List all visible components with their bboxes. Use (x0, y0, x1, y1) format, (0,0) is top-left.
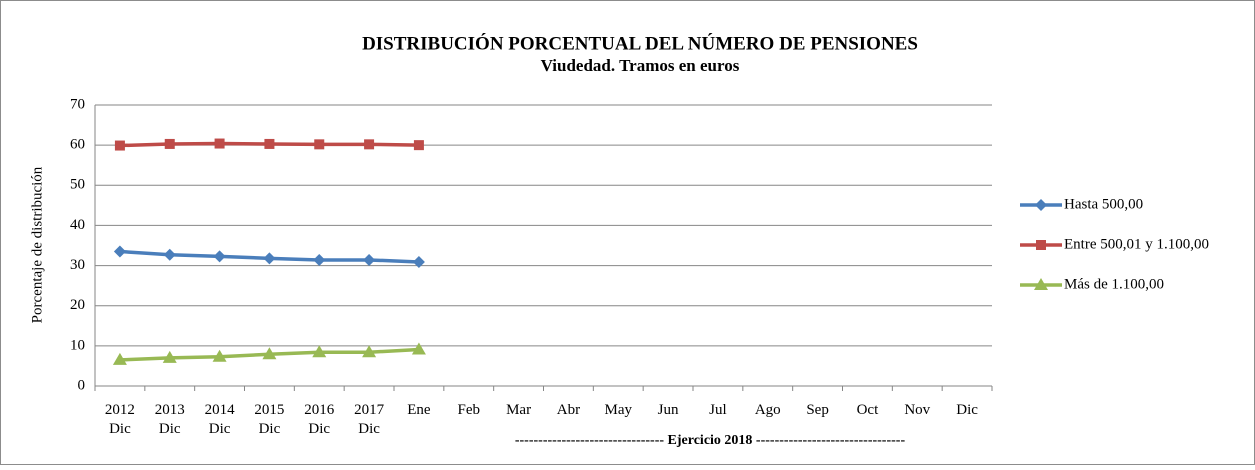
y-tick-label: 20 (70, 297, 85, 313)
data-point (163, 248, 176, 261)
data-point (363, 253, 376, 266)
data-point (362, 345, 377, 358)
y-tick-label: 70 (70, 96, 85, 112)
y-axis-title: Porcentaje de distribución (29, 166, 45, 323)
data-point (213, 250, 226, 263)
data-point (112, 352, 127, 365)
x-tick-label: 2015 Dic (254, 402, 284, 437)
data-point (312, 345, 327, 358)
chart-subtitle: Viudedad. Tramos en euros (541, 56, 740, 75)
y-tick-label: 60 (70, 137, 85, 153)
y-tick-label: 50 (70, 177, 85, 193)
legend-label: Hasta 500,00 (1064, 196, 1143, 212)
data-point (214, 138, 225, 149)
x-tick-label: 2016 Dic (304, 402, 335, 437)
x-tick-label: Jun (658, 402, 679, 418)
y-tick-label: 30 (70, 257, 85, 273)
x-tick-label: Ene (407, 402, 431, 418)
x-tick-label: Jul (709, 402, 727, 418)
x-tick-label: May (605, 402, 633, 418)
y-tick-label: 10 (70, 337, 85, 353)
legend-marker (1035, 199, 1047, 211)
data-point (411, 342, 426, 355)
x-tick-label: 2014 Dic (205, 402, 236, 437)
data-point (413, 140, 424, 151)
legend-marker (1036, 240, 1046, 250)
y-tick-label: 40 (70, 217, 85, 233)
data-point (364, 139, 375, 150)
data-point (114, 140, 125, 151)
x-tick-label: 2012 Dic (105, 402, 135, 437)
annotation: -------------------------------- Ejercic… (515, 433, 906, 448)
x-tick-label: Ago (755, 402, 781, 418)
data-point (314, 139, 325, 150)
x-tick-label: Feb (458, 402, 481, 418)
data-point (263, 252, 276, 265)
x-tick-label: Oct (857, 402, 879, 418)
legend-label: Entre 500,01 y 1.100,00 (1064, 236, 1209, 252)
x-tick-label: Nov (904, 402, 930, 418)
x-tick-label: Mar (506, 402, 531, 418)
data-point (262, 347, 277, 360)
data-point (162, 350, 177, 363)
x-tick-label: Dic (956, 402, 978, 418)
chart-title: DISTRIBUCIÓN PORCENTUAL DEL NÚMERO DE PE… (362, 32, 918, 54)
legend-marker (1034, 278, 1048, 290)
data-point (113, 245, 126, 258)
data-point (313, 253, 326, 266)
y-tick-label: 0 (78, 377, 86, 393)
data-point (212, 349, 227, 362)
legend-label: Más de 1.100,00 (1064, 276, 1164, 292)
x-tick-label: Sep (806, 402, 829, 418)
x-tick-label: 2017 Dic (354, 402, 385, 437)
data-point (412, 255, 425, 268)
x-tick-label: 2013 Dic (155, 402, 185, 437)
data-point (164, 138, 175, 149)
x-tick-label: Abr (557, 402, 580, 418)
data-point (264, 138, 275, 149)
